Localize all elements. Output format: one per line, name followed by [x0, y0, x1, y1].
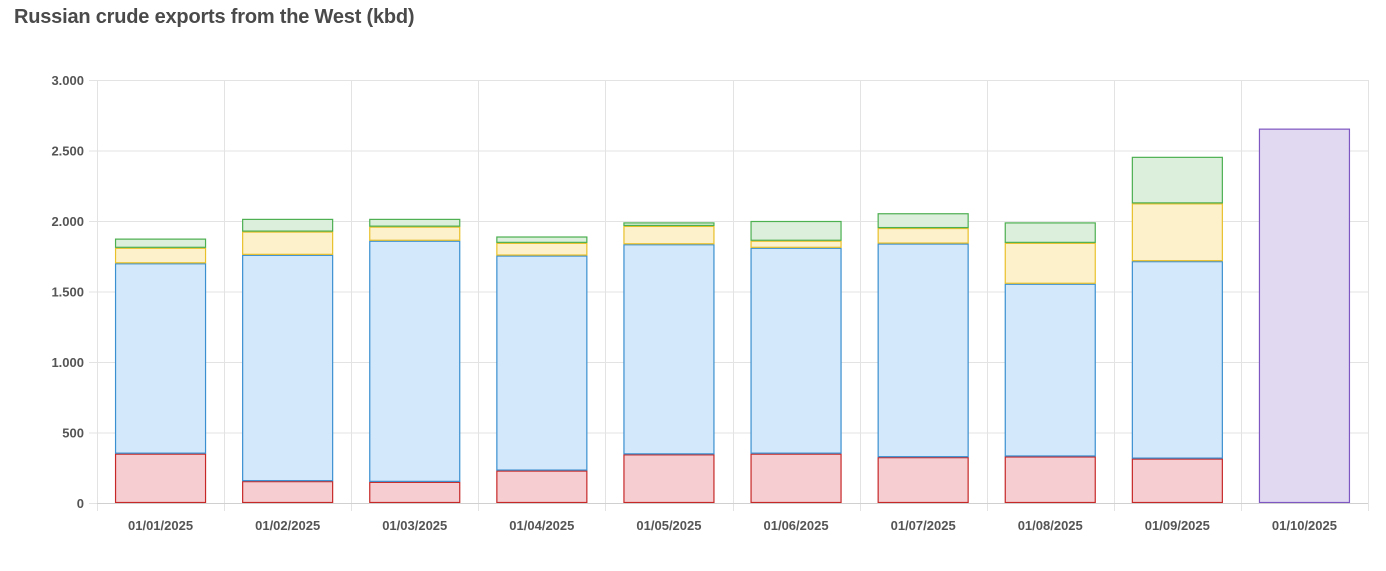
- y-tick-label: 2.500: [51, 144, 84, 159]
- y-tick-label: 3.000: [51, 73, 84, 88]
- bar-segment-series-1: [496, 470, 588, 504]
- bar-segment-series-2: [242, 254, 334, 482]
- x-tick-label: 01/01/2025: [128, 518, 193, 533]
- x-tick-label: 01/06/2025: [764, 518, 829, 533]
- bar-segment-series-2: [114, 263, 207, 454]
- bar-segment-series-1: [1131, 458, 1223, 504]
- bar-segment-series-3: [114, 247, 207, 264]
- bar-segment-series-1: [114, 453, 207, 504]
- bar-segment-series-2: [750, 247, 842, 454]
- bar-segment-series-4: [750, 220, 842, 241]
- x-tick-label: 01/07/2025: [891, 518, 956, 533]
- y-tick-label: 1.000: [51, 355, 84, 370]
- bar-segment-series-1: [242, 481, 334, 504]
- bar-segment-series-1: [750, 453, 842, 504]
- x-tick-label: 01/03/2025: [382, 518, 447, 533]
- x-tick-label: 01/09/2025: [1145, 518, 1210, 533]
- bar-segment-series-2: [877, 243, 969, 458]
- bar-segment-series-4: [623, 222, 715, 227]
- bar-segment-series-4: [877, 213, 969, 229]
- bar-segment-series-3: [623, 225, 715, 245]
- bar-segment-series-4: [369, 218, 461, 227]
- bar-segment-series-4: [114, 238, 207, 248]
- bar-segment-series-1: [369, 481, 461, 504]
- bar-segment-series-4: [496, 236, 588, 243]
- bar-segment-series-2: [1131, 261, 1223, 459]
- bar-segment-series-4: [242, 218, 334, 232]
- chart-title: Russian crude exports from the West (kbd…: [14, 6, 415, 28]
- bar-segment-series-2: [369, 240, 461, 482]
- bar-segment-series-1: [623, 454, 715, 504]
- x-tick-label: 01/04/2025: [509, 518, 574, 533]
- y-tick-label: 500: [62, 426, 84, 441]
- y-tick-label: 0: [77, 496, 84, 511]
- bar-segment-series-3: [1004, 242, 1096, 284]
- bar-segment-series-3: [242, 231, 334, 255]
- y-axis: 0 500 1.000 1.500 2.000 2.500 3.000: [51, 73, 84, 511]
- bar-segment-series-3: [369, 226, 461, 241]
- x-tick-label: 01/08/2025: [1018, 518, 1083, 533]
- x-tick-label: 01/02/2025: [255, 518, 320, 533]
- bar-segment-series-3: [496, 242, 588, 256]
- y-tick-label: 1.500: [51, 285, 84, 300]
- x-tick-label: 01/05/2025: [636, 518, 701, 533]
- x-axis: 01/01/2025 01/02/2025 01/03/2025 01/04/2025…: [97, 503, 1368, 533]
- bars: [114, 128, 1351, 504]
- bar-segment-series-2: [1004, 283, 1096, 457]
- bar-segment-series-3: [877, 227, 969, 244]
- bar-segment-series-2: [623, 244, 715, 455]
- bar-segment-series-1: [1004, 456, 1096, 504]
- bar-segment-series-5: [1258, 128, 1351, 504]
- x-tick-label: 01/10/2025: [1272, 518, 1337, 533]
- bar-segment-series-2: [496, 255, 588, 471]
- y-tick-label: 2.000: [51, 214, 84, 229]
- bar-segment-series-3: [750, 240, 842, 248]
- bar-segment-series-4: [1131, 156, 1223, 204]
- bar-segment-series-4: [1004, 222, 1096, 243]
- bar-segment-series-1: [877, 457, 969, 504]
- bar-segment-series-3: [1131, 203, 1223, 262]
